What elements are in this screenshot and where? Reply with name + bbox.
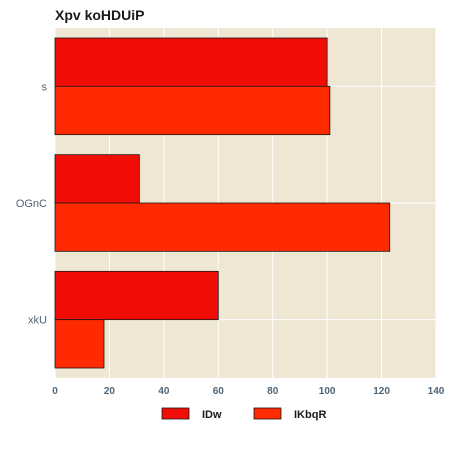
x-tick-label: 100 — [319, 386, 336, 397]
x-tick-label: 60 — [213, 386, 225, 397]
bar-IDw-xkU — [54, 270, 219, 321]
x-tick-label: 40 — [158, 386, 170, 397]
x-tick-label: 0 — [52, 386, 58, 397]
x-axis-tick-labels: 0 20 40 60 80 100 120 140 — [52, 386, 445, 397]
bar-IKbqR-OGnC — [54, 202, 391, 252]
x-tick-label: 80 — [267, 386, 279, 397]
bar-IDw-s — [54, 37, 328, 87]
bars — [54, 37, 391, 369]
y-tick-label: s — [42, 81, 48, 93]
bar-IDw-OGnC — [54, 154, 140, 204]
y-tick-label: xkU — [28, 315, 47, 327]
legend-label: IKbqR — [294, 409, 326, 421]
legend: IDw IKbqR — [161, 407, 326, 421]
legend-swatch — [253, 407, 282, 420]
chart-title: Xpv koHDUiP — [55, 7, 144, 23]
legend-swatch — [161, 407, 190, 420]
bar-IKbqR-xkU — [54, 319, 105, 369]
legend-label: IDw — [202, 409, 222, 421]
x-tick-label: 140 — [428, 386, 445, 397]
y-tick-label: OGnC — [16, 198, 47, 210]
x-tick-label: 20 — [104, 386, 116, 397]
y-axis-tick-labels: s OGnC xkU — [16, 81, 48, 326]
x-tick-label: 120 — [373, 386, 390, 397]
bar-IKbqR-s — [54, 85, 331, 136]
